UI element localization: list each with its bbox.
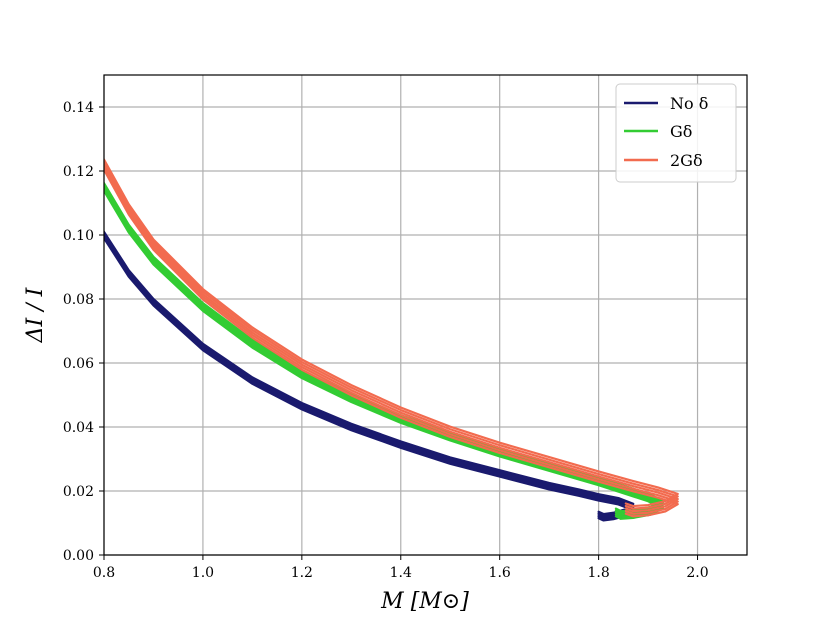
x-tick-label: 1.2 [291,565,313,581]
y-tick-label: 0.12 [63,164,94,180]
y-tick-label: 0.06 [63,356,94,372]
y-tick-label: 0.00 [63,548,94,564]
x-tick-label: 1.6 [489,565,511,581]
series-line [104,168,679,518]
series-2-group [104,158,679,518]
y-axis-title: ΔI / I [23,286,48,343]
series-line [104,160,679,510]
series-group [104,158,679,522]
series-line [104,166,679,515]
legend-label-2g-delta: 2Gδ [670,151,703,170]
y-tick-label: 0.08 [63,292,94,308]
legend-label-g-delta: Gδ [670,122,692,141]
x-tick-label: 0.8 [93,565,115,581]
x-tick-label: 1.8 [587,565,609,581]
legend: No δ Gδ 2Gδ [615,83,737,183]
y-tick-label: 0.04 [63,420,94,436]
x-tick-label: 2.0 [686,565,708,581]
y-tick-label: 0.10 [63,228,94,244]
x-tick-label: 1.0 [192,565,214,581]
ticks: 0.8 1.0 1.2 1.4 1.6 1.8 2.0 0.00 0.02 0.04 0.06 0.0… [63,100,709,581]
y-tick-label: 0.14 [63,100,94,116]
x-tick-label: 1.4 [390,565,412,581]
legend-label-no-delta: No δ [670,94,708,113]
legend-frame [615,83,737,183]
y-tick-label: 0.02 [63,484,94,500]
x-axis-title: M [M⊙] [380,589,469,614]
series-line [104,163,679,513]
series-line [104,158,679,508]
plot-frame [103,74,748,556]
